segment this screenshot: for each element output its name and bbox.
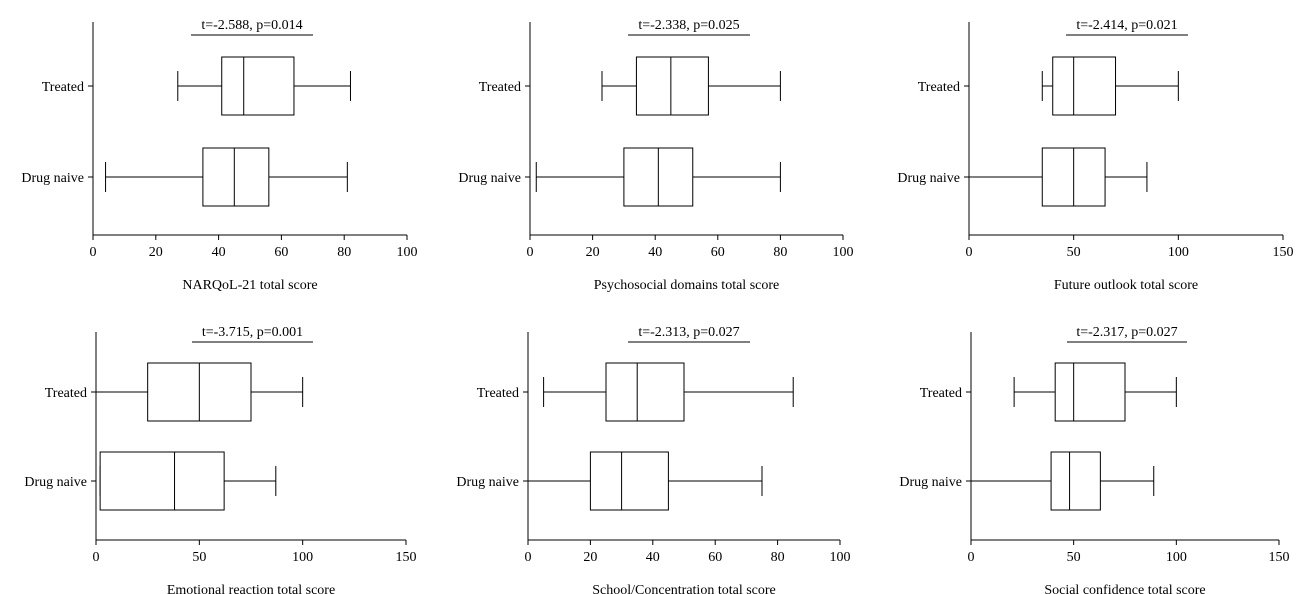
x-axis-label: School/Concentration total score: [592, 583, 776, 594]
category-label: Drug naive: [899, 475, 962, 490]
panel-3: 0 50 100 150 Future outlook total score t=-2.…: [897, 18, 1293, 293]
iqr-box: [1052, 56, 1117, 116]
significance-annotation: t=-3.715, p=0.001: [202, 325, 303, 340]
x-axis-label: Future outlook total score: [1054, 278, 1198, 293]
x-tick-label: 20: [149, 245, 163, 260]
x-tick-label: 100: [1168, 245, 1189, 260]
panel-5: 0 20 40 60 80 100 School/Concentration total s…: [456, 325, 850, 594]
iqr-box: [221, 56, 295, 116]
significance-annotation: t=-2.338, p=0.025: [638, 18, 739, 33]
x-tick-label: 100: [1166, 550, 1187, 565]
iqr-box: [635, 56, 709, 116]
x-tick-label: 150: [1273, 245, 1294, 260]
category-label: Treated: [920, 386, 962, 401]
significance-annotation: t=-2.588, p=0.014: [201, 18, 302, 33]
x-tick-label: 80: [337, 245, 351, 260]
x-tick-label: 40: [646, 550, 660, 565]
x-tick-label: 60: [708, 550, 722, 565]
iqr-box: [99, 451, 225, 511]
significance-annotation: t=-2.317, p=0.027: [1076, 325, 1177, 340]
x-tick-label: 100: [292, 550, 313, 565]
box-treated: Treated: [42, 56, 351, 116]
significance-annotation: t=-2.313, p=0.027: [638, 325, 739, 340]
box-treated: Treated: [479, 56, 781, 116]
category-label: Drug naive: [897, 171, 960, 186]
x-axis-label: NARQoL-21 total score: [182, 278, 317, 293]
box-drug-naive: Drug naive: [458, 147, 781, 207]
box-treated: Treated: [918, 56, 1179, 116]
x-tick-label: 50: [192, 550, 206, 565]
box-drug-naive: Drug naive: [456, 451, 763, 511]
category-label: Treated: [45, 386, 87, 401]
x-tick-label: 100: [397, 245, 418, 260]
iqr-box: [202, 147, 270, 207]
x-tick-label: 40: [212, 245, 226, 260]
x-axis-label: Social confidence total score: [1044, 583, 1205, 594]
x-tick-label: 80: [773, 245, 787, 260]
x-tick-label: 20: [586, 245, 600, 260]
x-axis-label: Psychosocial domains total score: [594, 278, 779, 293]
box-treated: Treated: [920, 362, 1177, 422]
x-tick-label: 0: [90, 245, 97, 260]
x-tick-label: 100: [833, 245, 854, 260]
x-tick-label: 0: [968, 550, 975, 565]
x-tick-label: 50: [1067, 550, 1081, 565]
x-tick-label: 60: [274, 245, 288, 260]
box-treated: Treated: [477, 362, 794, 422]
x-tick-label: 60: [711, 245, 725, 260]
x-tick-label: 0: [966, 245, 973, 260]
category-label: Drug naive: [24, 475, 87, 490]
panel-1: 0 20 40 60 80 100 NARQoL-21 total score t=-2.58…: [21, 18, 417, 293]
iqr-box: [1050, 451, 1101, 511]
iqr-box: [589, 451, 669, 511]
significance-annotation: t=-2.414, p=0.021: [1076, 18, 1177, 33]
x-tick-label: 150: [1269, 550, 1290, 565]
x-tick-label: 150: [396, 550, 417, 565]
x-tick-label: 100: [830, 550, 851, 565]
x-tick-label: 80: [771, 550, 785, 565]
category-label: Treated: [42, 80, 84, 95]
category-label: Drug naive: [458, 171, 521, 186]
x-tick-label: 20: [583, 550, 597, 565]
box-treated: Treated: [45, 362, 304, 422]
x-tick-label: 0: [525, 550, 532, 565]
box-drug-naive: Drug naive: [899, 451, 1155, 511]
box-drug-naive: Drug naive: [24, 451, 277, 511]
box-drug-naive: Drug naive: [21, 147, 348, 207]
x-tick-label: 40: [648, 245, 662, 260]
x-tick-label: 50: [1067, 245, 1081, 260]
category-label: Treated: [479, 80, 521, 95]
iqr-box: [605, 362, 685, 422]
category-label: Treated: [918, 80, 960, 95]
panel-6: 0 50 100 150 Social confidence total score t=…: [899, 325, 1289, 594]
category-label: Drug naive: [21, 171, 84, 186]
panel-2: 0 20 40 60 80 100 Psychosocial domains total s…: [458, 18, 853, 293]
box-drug-naive: Drug naive: [897, 147, 1148, 207]
x-axis-label: Emotional reaction total score: [167, 583, 335, 594]
category-label: Drug naive: [456, 475, 519, 490]
x-tick-label: 0: [527, 245, 534, 260]
category-label: Treated: [477, 386, 519, 401]
x-tick-label: 0: [93, 550, 100, 565]
panel-4: 0 50 100 150 Emotional reaction total score t…: [24, 325, 416, 594]
iqr-box: [1054, 362, 1126, 422]
